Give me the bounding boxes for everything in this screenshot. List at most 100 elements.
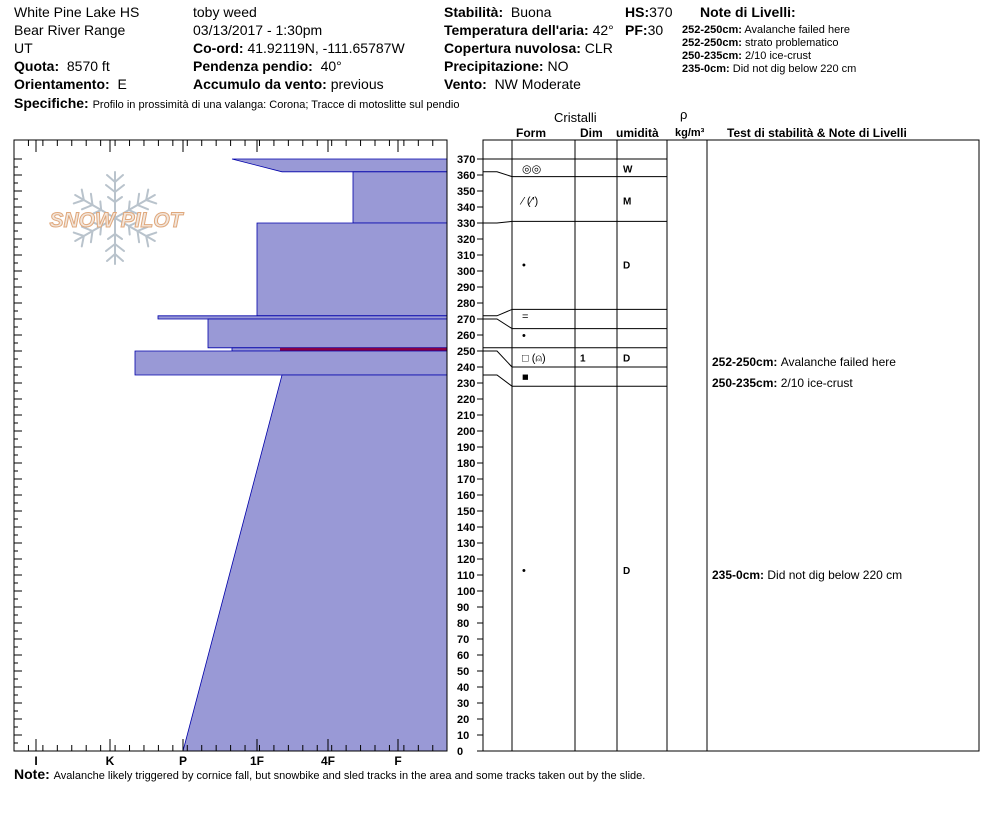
depth-tick-label: 200 (457, 426, 475, 438)
problem-layer-marker (280, 347, 447, 351)
wind-load: Accumulo da vento: previous (193, 76, 384, 92)
cloud-label: Copertura nuvolosa: (444, 40, 581, 56)
stability: Stabilità: Buona (444, 4, 551, 20)
hs-value: 370 (649, 4, 673, 20)
snowpilot-logo: SNOW PILOT (49, 171, 185, 265)
hardness-layer (207, 318, 448, 349)
depth-tick-label: 40 (457, 682, 469, 694)
depth-tick-label: 50 (457, 666, 469, 678)
depth-tick-label: 190 (457, 442, 475, 454)
humidity-code: D (623, 566, 630, 577)
depth-tick-label: 80 (457, 618, 469, 630)
coordinates: Co-ord: 41.92119N, -111.65787W (193, 40, 405, 56)
depth-tick-label: 150 (457, 506, 475, 518)
penetration-foot: PF:30 (625, 22, 663, 38)
depth-tick-label: 330 (457, 218, 475, 230)
boundary-connector (483, 220, 513, 224)
hardness-tick-label: 4F (321, 754, 335, 768)
state: UT (14, 40, 33, 56)
specifics-label: Specifiche: (14, 95, 89, 111)
hardness-tick-label: P (179, 754, 187, 768)
crystals-header: Cristalli (554, 110, 597, 125)
range: Bear River Range (14, 22, 126, 38)
grain-form: ■ (522, 372, 529, 384)
humidity-code: D (623, 261, 630, 272)
depth-tick-label: 310 (457, 250, 475, 262)
dim-header: Dim (580, 126, 603, 140)
humidity-header: umidità (616, 126, 659, 140)
layer-note: 252-250cm: strato problematico (682, 37, 839, 49)
depth-tick-label: 340 (457, 202, 475, 214)
grain-form: ◎◎ (522, 164, 541, 176)
slope: Pendenza pendio: 40° (193, 58, 342, 74)
wind-value: NW Moderate (494, 76, 581, 92)
depth-tick-label: 210 (457, 410, 475, 422)
cloud-value: CLR (584, 40, 613, 56)
grain-size: 1 (580, 353, 586, 364)
specifics: Specifiche: Profilo in prossimità di una… (14, 95, 459, 112)
quota-label: Quota: (14, 58, 60, 74)
depth-tick-label: 300 (457, 266, 475, 278)
footer-note: Note: Avalanche likely triggered by corn… (14, 766, 645, 783)
layer-note: 235-0cm: Did not dig below 220 cm (682, 63, 857, 75)
air-temp: Temperatura dell'aria: 42° (444, 22, 614, 38)
hs-label: HS: (625, 4, 650, 20)
grain-form: • (522, 330, 526, 342)
coord-value: 41.92119N, -111.65787W (247, 40, 405, 56)
depth-tick-label: 160 (457, 490, 475, 502)
depth-tick-label: 170 (457, 474, 475, 486)
orient-label: Orientamento: (14, 76, 110, 92)
table-frame (482, 139, 980, 752)
pf-value: 30 (647, 22, 664, 38)
depth-tick-label: 100 (457, 586, 475, 598)
hardness-tick-label: F (394, 754, 401, 768)
depth-tick-label: 320 (457, 234, 475, 246)
depth-tick-label: 30 (457, 698, 469, 710)
layer-note: 250-235cm: 2/10 ice-crust (682, 50, 812, 62)
pf-label: PF: (625, 22, 648, 38)
depth-tick-label: 140 (457, 522, 475, 534)
boundary-connector (483, 374, 513, 387)
quota: Quota: 8570 ft (14, 58, 110, 74)
depth-tick-label: 260 (457, 330, 475, 342)
grain-form: □ (⍝) (522, 352, 546, 364)
precipitation: Precipitazione: NO (444, 58, 568, 74)
depth-tick-label: 180 (457, 458, 475, 470)
layer-note: 250-235cm: 2/10 ice-crust (712, 376, 853, 390)
wind-load-value: previous (330, 76, 384, 92)
location: White Pine Lake HS (14, 4, 140, 20)
depth-tick-label: 270 (457, 314, 475, 326)
depth-tick-label: 20 (457, 714, 469, 726)
precip-value: NO (547, 58, 569, 74)
orientation: Orientamento: E (14, 76, 127, 92)
hardness-layer (256, 222, 448, 317)
depth-tick-label: 280 (457, 298, 475, 310)
notes-header: Test di stabilità & Note di Livelli (727, 126, 907, 140)
depth-tick-label: 120 (457, 554, 475, 566)
grain-form: • (522, 260, 526, 272)
density-header: kg/m³ (675, 127, 705, 139)
layer-note: 252-250cm: Avalanche failed here (712, 355, 896, 369)
snowflake-icon (69, 171, 161, 265)
depth-tick-label: 370 (457, 154, 475, 166)
airtemp-label: Temperatura dell'aria: (444, 22, 589, 38)
depth-tick-label: 10 (457, 730, 469, 742)
airtemp-value: 42° (592, 22, 614, 38)
hardness-tick-label: K (106, 754, 115, 768)
hardness-tick-label: 1F (250, 754, 264, 768)
humidity-code: W (623, 165, 633, 176)
hardness-layer (134, 350, 448, 376)
hardness-layer (182, 374, 448, 752)
logo-text: SNOW PILOT (50, 209, 185, 232)
layer-note-range: 235-0cm: (712, 568, 767, 582)
slope-value: 40° (320, 58, 342, 74)
datetime: 03/13/2017 - 1:30pm (193, 22, 323, 38)
observer: toby weed (193, 4, 257, 20)
wind-label: Vento: (444, 76, 487, 92)
layer-note-range: 252-250cm: (712, 355, 781, 369)
footer-label: Note: (14, 766, 50, 782)
orient-value: E (117, 76, 127, 92)
footer-text: Avalanche likely triggered by cornice fa… (53, 770, 646, 782)
hardness-layer (352, 171, 448, 224)
snow-height: HS:370 (625, 4, 672, 20)
